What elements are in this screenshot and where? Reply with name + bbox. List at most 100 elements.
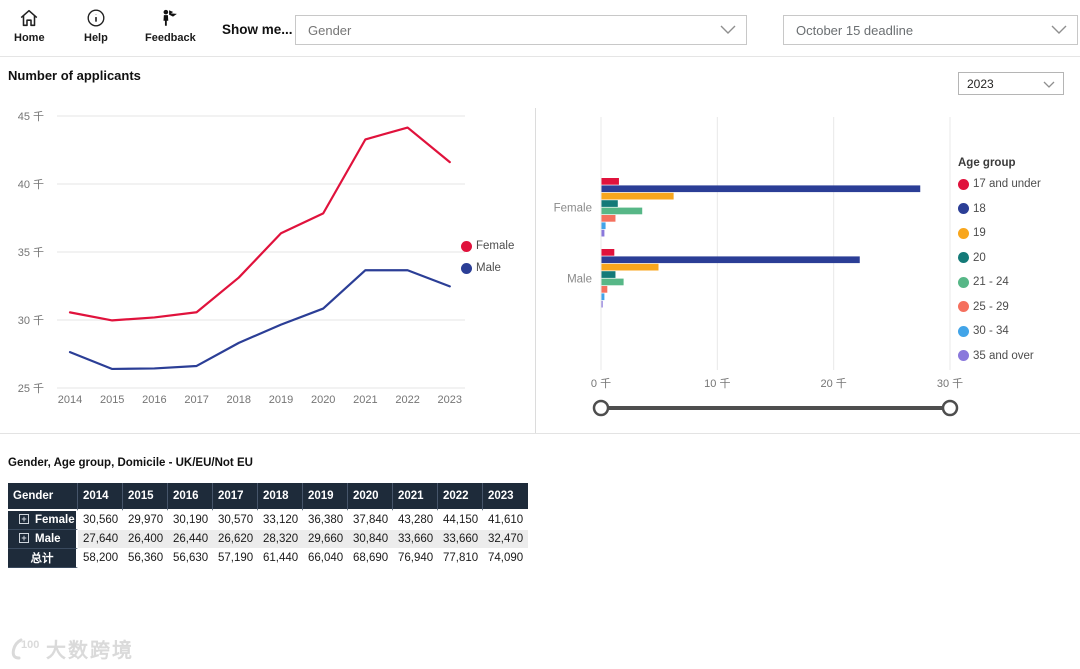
table-cell: 76,940 xyxy=(393,549,438,568)
gender-slicer-dropdown[interactable]: Gender xyxy=(295,15,747,45)
bar-male-21-24[interactable] xyxy=(601,278,624,286)
gender-slicer-value: Gender xyxy=(308,22,352,38)
home-button[interactable]: Home xyxy=(14,6,45,44)
legend-dot xyxy=(461,240,472,252)
watermark-text: 大数跨境 xyxy=(46,640,134,662)
bar-female-30-34[interactable] xyxy=(601,222,606,230)
row-header-total[interactable]: 总计 xyxy=(8,549,78,568)
age-legend-item-21-24[interactable]: 21 - 24 xyxy=(958,276,1041,288)
table-cell: 66,040 xyxy=(303,549,348,568)
table-cell: 30,840 xyxy=(348,530,393,549)
year-dropdown[interactable]: 2023 xyxy=(958,72,1064,95)
table-cell: 26,440 xyxy=(168,530,213,549)
range-slider-handle-max[interactable] xyxy=(941,399,959,417)
legend-label: 18 xyxy=(973,202,986,215)
table-row-total: 总计 58,200 56,360 56,630 57,190 61,440 66,040 68… xyxy=(8,549,528,568)
expand-icon[interactable]: + xyxy=(19,533,29,543)
bar-female-18[interactable] xyxy=(601,185,921,193)
legend-label: 17 and under xyxy=(973,178,1041,190)
column-header-year[interactable]: 2017 xyxy=(213,483,258,511)
bar-female-21-24[interactable] xyxy=(601,207,643,215)
x-axis-tick-label: 0 千 xyxy=(591,377,611,390)
column-header-year[interactable]: 2019 xyxy=(303,483,348,511)
table-cell: 33,660 xyxy=(393,530,438,549)
applicants-matrix-table: Gender 2014 2015 2016 2017 2018 2019 2020 2021 20… xyxy=(8,483,528,568)
help-button[interactable]: Help xyxy=(84,6,108,44)
feedback-button[interactable]: Feedback xyxy=(145,6,196,44)
column-header-year[interactable]: 2023 xyxy=(483,483,528,511)
line-series-female[interactable] xyxy=(68,126,451,322)
table-cell: 26,400 xyxy=(123,530,168,549)
bar-male-18[interactable] xyxy=(601,256,860,264)
y-axis-tick-label: 45 千 xyxy=(18,110,44,123)
year-dropdown-value: 2023 xyxy=(967,76,994,91)
svg-text:100: 100 xyxy=(21,639,39,651)
age-legend-item-18[interactable]: 18 xyxy=(958,203,1041,215)
column-header-year[interactable]: 2020 xyxy=(348,483,393,511)
bar-male-17andunder[interactable] xyxy=(601,249,615,256)
column-header-year[interactable]: 2015 xyxy=(123,483,168,511)
legend-label: 25 - 29 xyxy=(973,300,1009,313)
legend-item-female[interactable]: Female xyxy=(461,240,514,252)
age-legend-item-20[interactable]: 20 xyxy=(958,252,1041,264)
column-header-year[interactable]: 2014 xyxy=(78,483,123,511)
legend-dot xyxy=(958,276,969,288)
legend-item-male[interactable]: Male xyxy=(461,262,514,274)
legend-dot xyxy=(958,252,969,263)
column-header-year[interactable]: 2016 xyxy=(168,483,213,511)
table-cell: 28,320 xyxy=(258,530,303,549)
x-axis-tick-label: 2014 xyxy=(58,394,82,406)
table-cell: 32,470 xyxy=(483,530,528,549)
column-header-year[interactable]: 2022 xyxy=(438,483,483,511)
range-slider-handle-min[interactable] xyxy=(592,399,610,417)
age-legend-item-30-34[interactable]: 30 - 34 xyxy=(958,325,1041,337)
table-cell: 33,120 xyxy=(258,511,303,530)
bar-male-35andover[interactable] xyxy=(601,300,603,308)
help-icon xyxy=(85,6,107,30)
bar-chart-applicants-by-age-group[interactable]: 0 千 10 千 20 千 30 千 Female Male xyxy=(540,95,1080,425)
legend-label: 35 and over xyxy=(973,349,1034,362)
age-legend-item-19[interactable]: 19 xyxy=(958,227,1041,239)
page-title: Number of applicants xyxy=(8,68,141,83)
line-series-male[interactable] xyxy=(68,269,451,371)
table-cell: 56,360 xyxy=(123,549,168,568)
x-axis-tick-label: 2022 xyxy=(395,394,419,406)
table-cell: 29,970 xyxy=(123,511,168,530)
line-chart-legend: Female Male xyxy=(461,240,514,284)
bar-female-25-29[interactable] xyxy=(601,215,616,222)
line-chart-applicants-by-year[interactable]: 25 千 30 千 35 千 40 千 45 千 2014 2015 2016 2017 2018… xyxy=(0,95,535,425)
row-header-male[interactable]: + Male xyxy=(8,530,78,549)
feedback-icon xyxy=(159,6,181,30)
bar-female-19[interactable] xyxy=(601,192,674,200)
bar-female-20[interactable] xyxy=(601,200,618,207)
row-header-label: 总计 xyxy=(30,553,54,565)
bar-male-19[interactable] xyxy=(601,263,659,271)
home-label: Home xyxy=(14,32,45,44)
age-legend-item-35andover[interactable]: 35 and over xyxy=(958,350,1041,362)
age-legend-item-25-29[interactable]: 25 - 29 xyxy=(958,301,1041,313)
table-cell: 57,190 xyxy=(213,549,258,568)
table-cell: 68,690 xyxy=(348,549,393,568)
table-cell: 58,200 xyxy=(78,549,123,568)
watermark-logo-icon: 100 xyxy=(11,638,39,659)
deadline-slicer-dropdown[interactable]: October 15 deadline xyxy=(783,15,1078,45)
x-axis-tick-label: 2018 xyxy=(227,394,251,406)
bar-female-17andunder[interactable] xyxy=(601,178,619,185)
row-header-female[interactable]: + Female xyxy=(8,511,78,530)
y-axis-tick-label: 30 千 xyxy=(18,314,44,327)
age-group-legend-items: 17 and under 18 19 20 21 - 24 25 - 29 30 - 34 3… xyxy=(958,178,1041,362)
bar-male-20[interactable] xyxy=(601,271,616,278)
column-header-year[interactable]: 2018 xyxy=(258,483,303,511)
x-axis-tick-label: 2023 xyxy=(438,394,462,406)
table-cell: 30,570 xyxy=(213,511,258,530)
column-header-year[interactable]: 2021 xyxy=(393,483,438,511)
bar-female-35andover[interactable] xyxy=(601,229,605,237)
expand-icon[interactable]: + xyxy=(19,514,29,524)
x-axis-tick-label: 2020 xyxy=(311,394,335,406)
home-icon xyxy=(18,6,40,30)
bar-male-30-34[interactable] xyxy=(601,293,605,301)
age-legend-item-17andunder[interactable]: 17 and under xyxy=(958,178,1041,190)
column-header-gender[interactable]: Gender xyxy=(8,483,78,511)
x-axis-tick-label: 2015 xyxy=(100,394,124,406)
bar-male-25-29[interactable] xyxy=(601,286,608,293)
